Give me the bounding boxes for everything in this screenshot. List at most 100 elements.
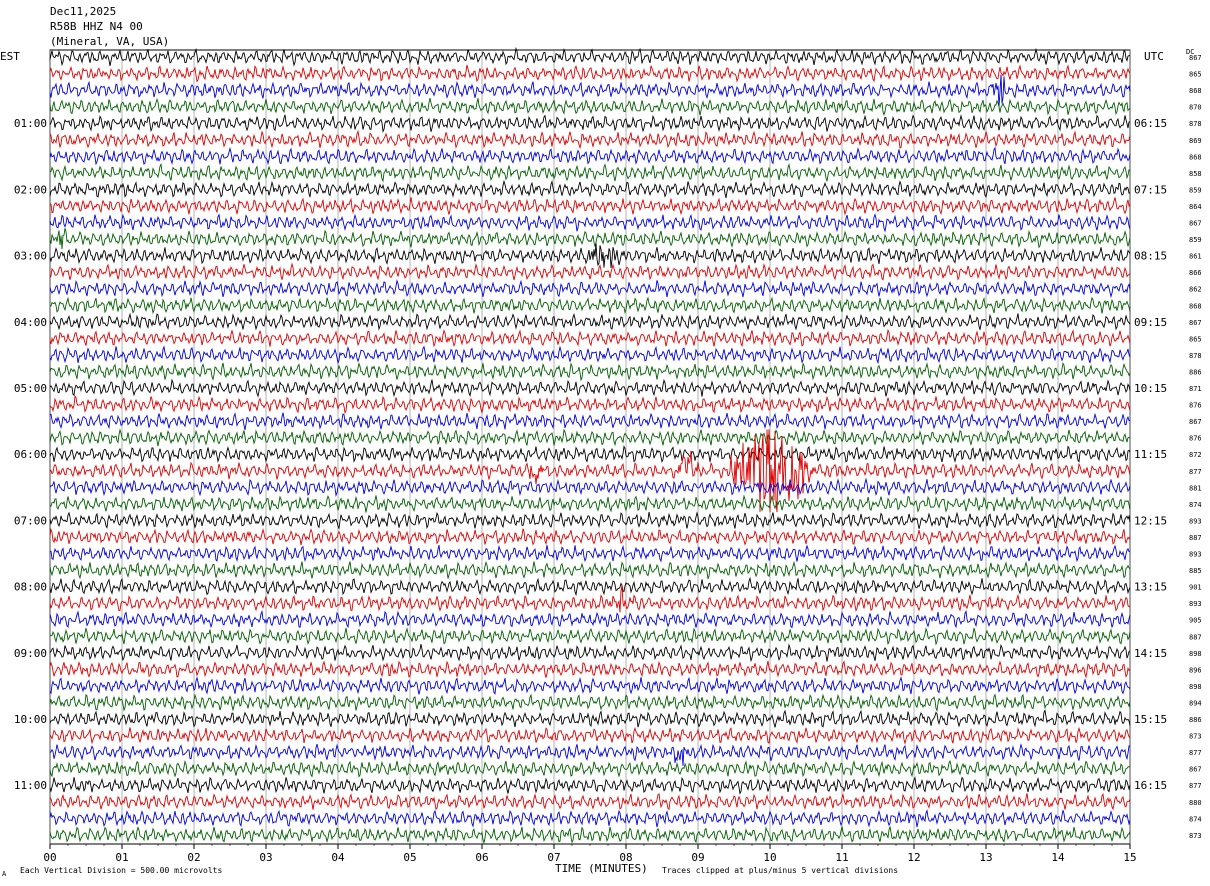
left-hour-label: 10:00 (14, 713, 47, 726)
x-tick-label: 10 (763, 851, 776, 864)
x-tick-label: 09 (691, 851, 704, 864)
left-timezone-label: EST (0, 50, 20, 63)
seismic-trace-line (49, 395, 1131, 415)
dc-value-label: 905 (1189, 617, 1202, 625)
seismic-trace-line (49, 162, 1131, 183)
dc-value-label: 876 (1189, 435, 1202, 443)
seismic-trace-line (49, 146, 1131, 166)
x-tick-label: 03 (259, 851, 272, 864)
dc-value-label: 867 (1189, 766, 1202, 774)
seismic-trace-line (49, 378, 1131, 398)
seismic-trace-line (49, 312, 1131, 331)
seismic-trace-line (49, 444, 1131, 464)
left-hour-label: 07:00 (14, 514, 47, 527)
dc-value-label: 859 (1189, 236, 1202, 244)
header-station: R58B HHZ N4 00 (50, 20, 143, 33)
dc-value-label: 881 (1189, 484, 1202, 492)
seismic-trace-line (49, 609, 1131, 629)
seismic-trace-line (49, 560, 1131, 580)
dc-value-label: 901 (1189, 584, 1202, 592)
seismic-trace-line (49, 627, 1131, 646)
dc-value-label: 864 (1189, 203, 1202, 211)
seismic-trace-line (49, 826, 1131, 845)
right-hour-label: 07:15 (1134, 183, 1167, 196)
left-hour-label: 02:00 (14, 183, 47, 196)
seismic-trace-line (49, 429, 1131, 513)
x-tick-label: 08 (619, 851, 632, 864)
right-hour-label: 12:15 (1134, 514, 1167, 527)
dc-value-label: 887 (1189, 633, 1202, 641)
dc-value-label: 893 (1189, 517, 1202, 525)
dc-value-label: 877 (1189, 749, 1202, 757)
right-timezone-label: UTC (1144, 50, 1164, 63)
dc-value-label: 871 (1189, 385, 1202, 393)
seismic-trace-line (49, 279, 1131, 299)
seismic-trace-line (49, 228, 1131, 250)
dc-value-label: 898 (1189, 650, 1202, 658)
seismic-trace-line (49, 776, 1131, 795)
x-tick-label: 11 (835, 851, 848, 864)
seismic-trace-line (49, 362, 1131, 382)
right-hour-label: 16:15 (1134, 779, 1167, 792)
x-tick-label: 01 (115, 851, 128, 864)
right-hour-label: 09:15 (1134, 316, 1167, 329)
left-hour-label: 09:00 (14, 647, 47, 660)
seismic-trace-line (49, 213, 1131, 233)
dc-value-label: 869 (1189, 137, 1202, 145)
dc-value-label: 876 (1189, 402, 1202, 410)
dc-value-label: 874 (1189, 501, 1202, 509)
seismic-trace-line (49, 296, 1131, 315)
dc-value-label: 887 (1189, 534, 1202, 542)
header-date: Dec11,2025 (50, 5, 117, 18)
dc-value-label: 886 (1189, 716, 1202, 724)
right-hour-label: 08:15 (1134, 250, 1167, 263)
dc-value-label: 885 (1189, 567, 1202, 575)
seismic-trace-line (49, 660, 1131, 679)
grid-layer (49, 49, 1131, 849)
seismic-trace-line (49, 809, 1131, 828)
dc-value-label: 865 (1189, 71, 1202, 79)
seismic-trace-line (49, 477, 1131, 497)
dc-value-label: 865 (1189, 335, 1202, 343)
seismic-trace-line (49, 46, 1131, 67)
dc-value-label: 859 (1189, 186, 1202, 194)
left-hour-label: 05:00 (14, 382, 47, 395)
right-hour-label: 14:15 (1134, 647, 1167, 660)
x-tick-label: 14 (1051, 851, 1065, 864)
dc-value-label: 873 (1189, 733, 1202, 741)
right-hour-label: 06:15 (1134, 117, 1167, 130)
seismic-trace-line (49, 576, 1131, 597)
trace-layer (49, 46, 1131, 845)
left-hour-label: 11:00 (14, 779, 47, 792)
x-tick-label: 02 (187, 851, 200, 864)
dc-value-label: 867 (1189, 418, 1202, 426)
x-tick-label: 07 (547, 851, 560, 864)
x-axis-title: TIME (MINUTES) (555, 862, 648, 875)
left-hour-label: 04:00 (14, 316, 47, 329)
seismic-trace-line (49, 345, 1131, 365)
seismic-trace-line (49, 262, 1131, 281)
seismic-trace-line (49, 328, 1131, 348)
seismic-trace-line (49, 759, 1131, 778)
seismic-trace-line (49, 114, 1131, 133)
left-hour-label: 03:00 (14, 250, 47, 263)
seismic-trace-line (49, 64, 1131, 83)
left-hour-label: 06:00 (14, 448, 47, 461)
x-tick-label: 12 (907, 851, 920, 864)
seismic-trace-line (49, 197, 1131, 216)
dc-value-label: 858 (1189, 170, 1202, 178)
dc-value-label: 893 (1189, 551, 1202, 559)
seismic-trace-line (49, 743, 1130, 766)
seismic-trace-line (49, 726, 1131, 745)
seismic-trace-line (49, 412, 1131, 430)
dc-value-label: 878 (1189, 120, 1202, 128)
dc-value-label: 867 (1189, 319, 1202, 327)
label-layer: 00 01 02 03 04 05 06 07 08 09 10 11 12 13 14 15 867 865 86… (14, 54, 1202, 864)
seismic-trace-line (49, 511, 1131, 530)
dc-value-label: 873 (1189, 832, 1202, 840)
right-hour-label: 10:15 (1134, 382, 1167, 395)
dc-value-label: 868 (1189, 302, 1202, 310)
dc-value-label: 894 (1189, 699, 1202, 707)
seismic-trace-line (49, 97, 1131, 117)
right-hour-label: 15:15 (1134, 713, 1167, 726)
